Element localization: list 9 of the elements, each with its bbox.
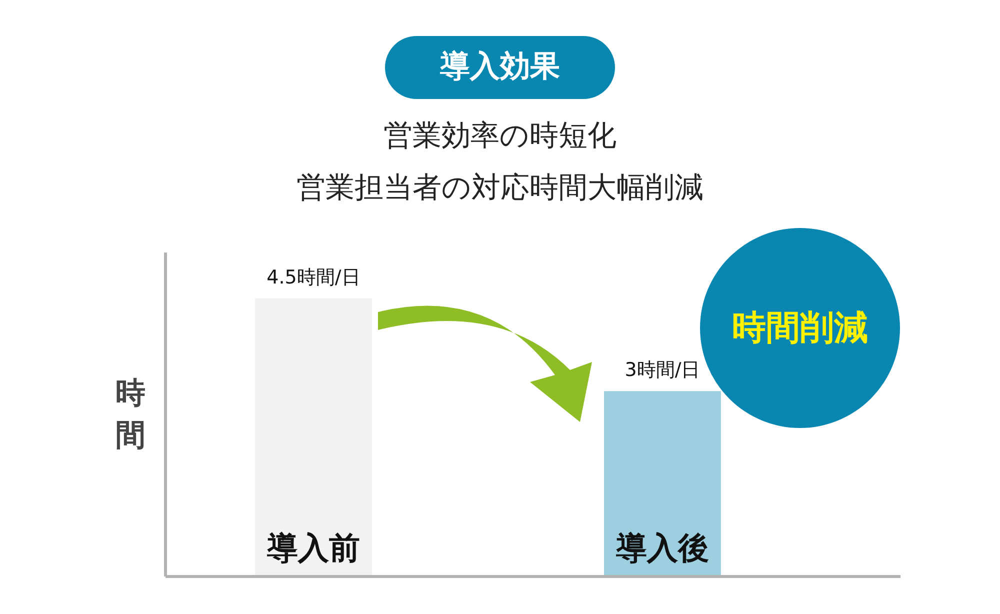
y-axis-title: 時間: [116, 376, 146, 453]
x-tick-label: 導入後: [614, 530, 709, 566]
annotation: 時間削減: [732, 306, 868, 350]
text: 営業担当者の対応時間大幅削減: [296, 170, 704, 204]
x-tick-label: 導入前: [266, 530, 360, 566]
chart-title: 導入効果: [385, 36, 615, 99]
data-label: 4.5時間/日: [266, 266, 360, 288]
data-label: 3時間/日: [624, 359, 700, 382]
chart-subtitle: 営業効率の時短化: [384, 118, 616, 152]
